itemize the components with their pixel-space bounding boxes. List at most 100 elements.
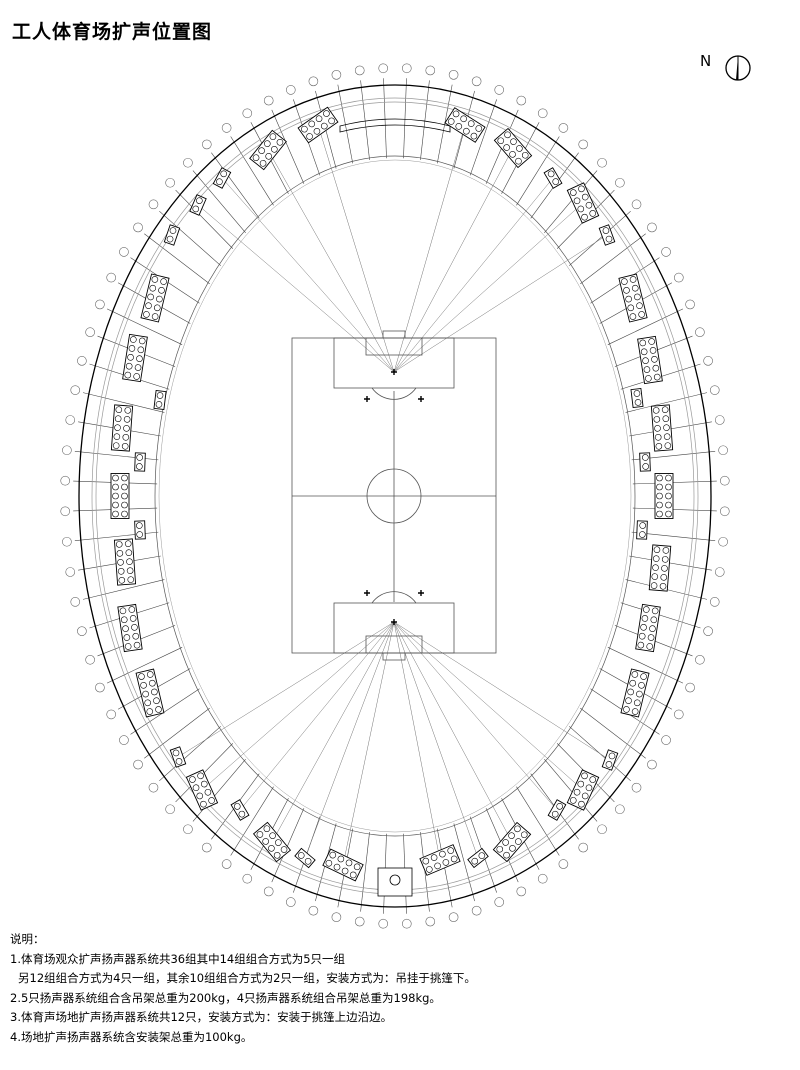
axis-number-bubble <box>165 804 175 815</box>
speaker-unit <box>651 356 658 363</box>
speaker-group-icon <box>492 821 532 863</box>
speaker-unit <box>663 433 671 440</box>
axis-number-bubble <box>695 654 705 665</box>
speaker-unit <box>589 210 597 217</box>
speaker-unit <box>166 235 174 243</box>
speaker-unit <box>656 483 663 491</box>
axis-number-bubble <box>703 626 713 636</box>
speaker-unit <box>515 838 522 845</box>
speaker-unit <box>121 501 128 509</box>
axis-line <box>453 823 475 902</box>
speaker-unit <box>216 178 223 186</box>
speaker-unit <box>308 120 316 128</box>
speaker-unit <box>189 776 196 783</box>
axis-number-bubble <box>85 654 95 665</box>
speaker-unit <box>634 293 641 301</box>
axis-number-bubble <box>65 415 76 425</box>
speaker-unit <box>112 442 120 449</box>
axis-number-bubble <box>60 475 71 486</box>
penalty-arc-top <box>371 387 417 400</box>
axis-number-bubble <box>516 886 527 897</box>
speaker-unit <box>124 371 132 379</box>
speaker-unit <box>581 193 589 201</box>
aim-line <box>393 124 466 373</box>
axis-number-bubble <box>558 123 569 133</box>
speaker-unit <box>642 463 649 470</box>
axis-line <box>625 392 708 413</box>
drawing-title: 工人体育场扩声位置图 <box>12 21 213 43</box>
speaker-unit <box>315 115 323 123</box>
speaker-unit <box>656 501 663 509</box>
speaker-group-icon <box>134 520 146 540</box>
speaker-frame <box>630 387 644 409</box>
speaker-unit <box>623 706 630 713</box>
speaker-unit <box>589 776 597 783</box>
penalty-area-bottom <box>333 602 455 654</box>
axis-number-bubble <box>631 782 642 793</box>
speaker-unit <box>123 634 131 641</box>
axis-line <box>175 189 234 249</box>
aim-line <box>393 621 513 843</box>
speaker-group-icon <box>169 746 187 768</box>
speaker-unit <box>116 550 124 557</box>
speaker-unit <box>650 616 658 624</box>
aim-line <box>201 621 395 791</box>
speaker-unit <box>504 131 511 139</box>
axis-number-bubble <box>709 385 720 395</box>
axis-number-bubble <box>201 139 212 150</box>
speaker-group-icon <box>153 389 167 411</box>
axis-line <box>360 80 370 160</box>
speaker-unit <box>455 123 463 130</box>
notes-heading: 说明： <box>10 932 45 946</box>
speaker-group-icon <box>547 799 567 821</box>
aim-line <box>304 621 395 859</box>
speaker-unit <box>175 758 183 765</box>
speaker-frame <box>140 273 170 323</box>
axis-line <box>271 109 305 184</box>
speaker-unit <box>114 424 121 431</box>
axis-line <box>82 392 165 413</box>
north-arrow-icon <box>725 55 751 81</box>
aim-line <box>317 124 395 373</box>
axis-number-bubble <box>719 506 730 517</box>
speaker-unit <box>460 115 467 123</box>
axis-line <box>632 480 717 485</box>
inner-stand-edge <box>158 159 632 833</box>
axis-number-bubble <box>308 76 319 87</box>
speaker-unit <box>114 415 122 422</box>
axis-number-bubble <box>378 63 389 74</box>
speaker-unit <box>345 859 353 867</box>
axis-line <box>230 786 274 856</box>
stadium-rings <box>78 84 712 908</box>
football-pitch <box>291 330 497 661</box>
axis-number-bubble <box>77 626 87 636</box>
axis-line <box>568 210 631 266</box>
axis-line <box>469 99 497 176</box>
speaker-frame <box>636 520 648 540</box>
speaker-unit <box>665 510 672 518</box>
speaker-unit <box>124 643 132 650</box>
speaker-frame <box>566 769 600 811</box>
speaker-aim-lines <box>177 124 611 866</box>
speaker-unit <box>125 362 133 370</box>
speaker-unit <box>329 851 337 859</box>
speaker-unit <box>638 632 646 640</box>
speaker-unit <box>192 784 200 792</box>
speaker-unit <box>155 401 163 408</box>
axis-line <box>544 758 598 822</box>
axis-line <box>580 707 646 759</box>
aim-line <box>177 621 395 758</box>
speaker-unit <box>323 110 330 117</box>
speaker-unit <box>509 845 516 852</box>
aim-line <box>393 147 514 373</box>
speaker-unit <box>508 832 515 839</box>
axis-number-bubble <box>148 782 159 793</box>
axis-number-bubble <box>285 85 296 95</box>
speaker-unit <box>158 287 165 294</box>
speaker-frame <box>294 847 316 869</box>
axis-number-bubble <box>263 886 274 897</box>
speaker-unit <box>137 346 145 354</box>
speaker-unit <box>112 501 119 509</box>
note-line: 3.体育声场地扩声扬声器系统共12只，安装方式为：安装于挑篷上边沿边。 <box>10 1010 393 1024</box>
speaker-unit <box>196 197 203 204</box>
